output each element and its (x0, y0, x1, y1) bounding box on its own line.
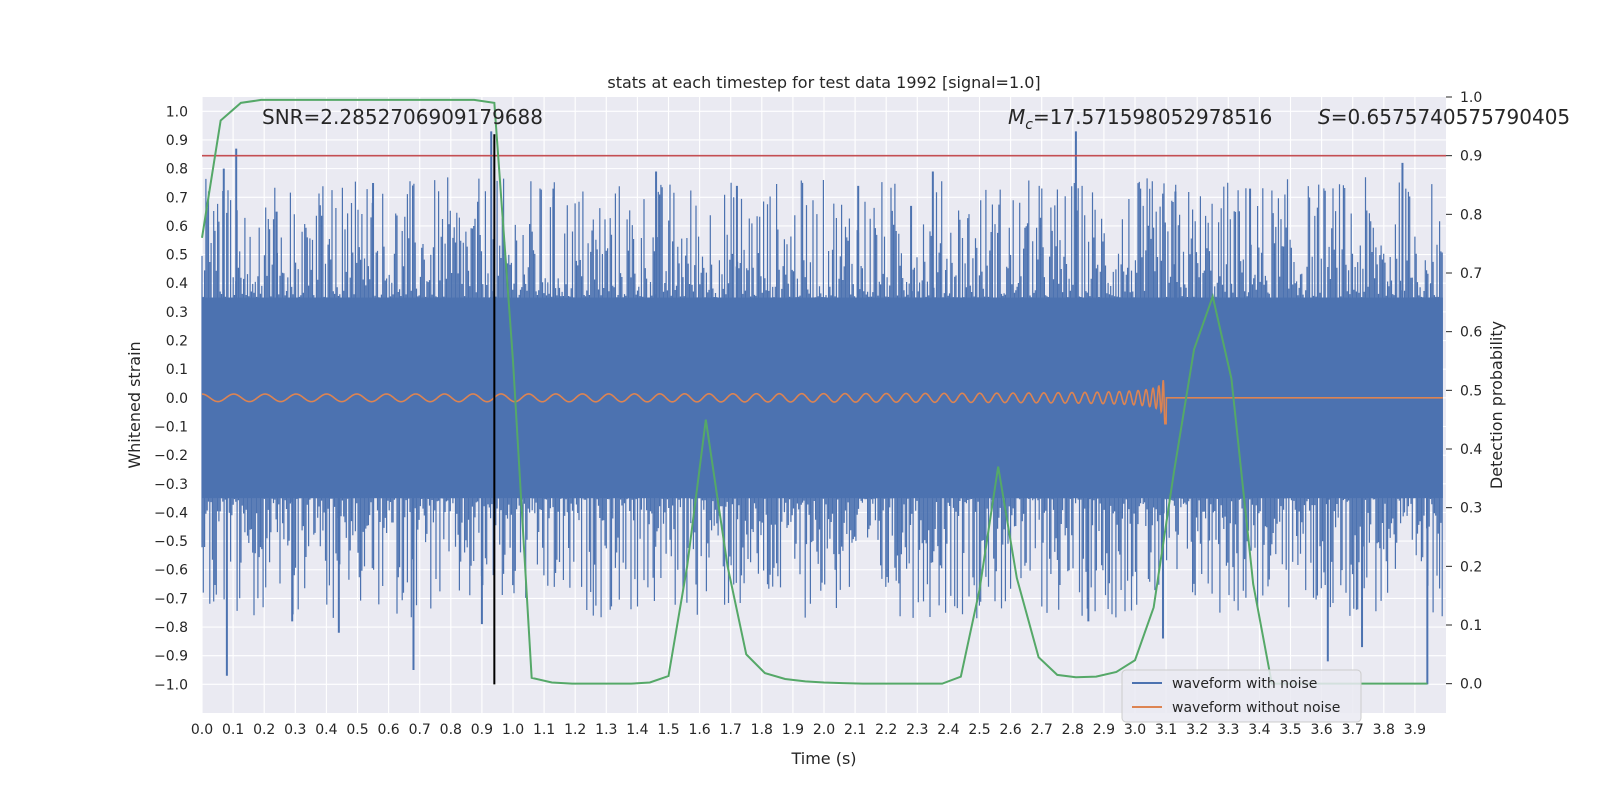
legend-label-clean: waveform without noise (1172, 700, 1340, 716)
s-value: =0.6575740575790405 (1331, 105, 1570, 129)
x-tick-label: 3.2 (1186, 722, 1208, 738)
x-tick-label: 2.8 (1062, 722, 1084, 738)
x-tick-label: 3.4 (1248, 722, 1270, 738)
x-tick-labels: 0.0 0.1 0.2 0.3 0.4 0.5 0.6 0.7 0.8 0.9 1.0 1.1 1.2 1… (191, 722, 1426, 738)
y-tick-label: 0.1 (166, 362, 188, 378)
y2-tick-labels: 0.0 0.1 0.2 0.3 0.4 0.5 0.6 0.7 0.8 0.9 1.0 (1446, 90, 1482, 693)
x-tick-label: 3.6 (1310, 722, 1332, 738)
legend-box (1121, 669, 1362, 723)
noise-texture-path (201, 177, 1443, 619)
snr-annotation: SNR=2.2852706909179688 (262, 105, 543, 129)
y-tick-labels: 1.0 0.9 0.8 0.7 0.6 0.5 0.4 0.3 0.2 0.1 0.0 −0.1 −0.… (154, 104, 188, 693)
y-tick-label: 0.0 (166, 391, 188, 407)
x-tick-label: 1.5 (657, 722, 679, 738)
x-tick-label: 3.3 (1217, 722, 1239, 738)
y2-tick-label: 0.3 (1460, 501, 1482, 517)
x-tick-label: 1.8 (751, 722, 773, 738)
y-tick-label: −0.2 (154, 448, 188, 464)
x-axis-label: Time (s) (790, 749, 856, 768)
x-tick-label: 2.6 (999, 722, 1021, 738)
x-tick-label: 0.4 (315, 722, 337, 738)
x-tick-label: 0.0 (191, 722, 213, 738)
y-tick-label: −0.6 (154, 563, 188, 579)
x-tick-label: 0.6 (377, 722, 399, 738)
x-tick-label: 0.3 (284, 722, 306, 738)
y2-tick-label: 0.8 (1460, 207, 1482, 223)
x-tick-label: 0.7 (409, 722, 431, 738)
x-tick-label: 0.8 (440, 722, 462, 738)
legend: waveform with noise waveform without noi… (1121, 669, 1362, 723)
x-tick-label: 1.6 (688, 722, 710, 738)
y-tick-label: −0.5 (154, 534, 188, 550)
y-axis-label: Whitened strain (125, 341, 144, 468)
mc-value: =17.571598052978516 (1033, 105, 1272, 129)
mc-annotation: Mc=17.571598052978516 (1008, 105, 1272, 133)
x-tick-label: 2.7 (1031, 722, 1053, 738)
noise-texture (201, 177, 1443, 619)
y2-tick-label: 0.9 (1460, 149, 1482, 165)
x-tick-label: 1.0 (502, 722, 524, 738)
y-tick-label: −0.3 (154, 477, 188, 493)
y-tick-label: −1.0 (154, 677, 188, 693)
series-detection-probability (201, 98, 1428, 685)
x-tick-label: 2.3 (906, 722, 928, 738)
x-tick-label: 2.9 (1093, 722, 1115, 738)
x-tick-label: 2.5 (968, 722, 990, 738)
x-tick-label: 3.1 (1155, 722, 1177, 738)
y-tick-label: 0.3 (166, 305, 188, 321)
series-waveform-without-noise (202, 380, 1443, 425)
y2-tick-label: 0.7 (1460, 266, 1482, 282)
x-tick-label: 3.9 (1404, 722, 1426, 738)
y2-axis-label: Detection probability (1487, 321, 1506, 489)
x-tick-label: 0.2 (253, 722, 275, 738)
y-tick-label: 0.6 (166, 219, 188, 235)
legend-label-noise: waveform with noise (1172, 676, 1317, 692)
x-tick-label: 1.4 (626, 722, 648, 738)
x-tick-label: 0.5 (346, 722, 368, 738)
y-tick-label: 0.7 (166, 190, 188, 206)
y-tick-label: 0.9 (166, 133, 188, 149)
x-tick-label: 1.7 (720, 722, 742, 738)
y-tick-label: 0.5 (166, 248, 188, 264)
s-annotation: S=0.6575740575790405 (1318, 105, 1570, 129)
y-tick-label: 0.2 (166, 334, 188, 350)
x-tick-label: 1.1 (533, 722, 555, 738)
x-tick-label: 3.7 (1342, 722, 1364, 738)
y-tick-label: −0.4 (154, 505, 188, 521)
x-tick-label: 3.8 (1373, 722, 1395, 738)
x-tick-label: 3.0 (1124, 722, 1146, 738)
y-tick-label: −0.9 (154, 649, 188, 665)
y-tick-label: −0.7 (154, 591, 188, 607)
y2-tick-label: 0.6 (1460, 325, 1482, 341)
y-tick-label: −0.8 (154, 620, 188, 636)
x-tick-label: 1.9 (782, 722, 804, 738)
y-tick-label: 0.4 (166, 276, 188, 292)
y-tick-label: −0.1 (154, 419, 188, 435)
x-tick-label: 0.1 (222, 722, 244, 738)
y2-tick-label: 0.0 (1460, 677, 1482, 693)
y-tick-label: 1.0 (166, 104, 188, 120)
y2-tick-label: 0.5 (1460, 383, 1482, 399)
y2-tick-label: 0.2 (1460, 559, 1482, 575)
x-tick-label: 1.2 (564, 722, 586, 738)
x-tick-label: 2.4 (937, 722, 959, 738)
chart-title: stats at each timestep for test data 199… (607, 73, 1040, 92)
y2-tick-label: 1.0 (1460, 90, 1482, 106)
x-tick-label: 0.9 (471, 722, 493, 738)
y-tick-label: 0.8 (166, 162, 188, 178)
x-tick-label: 2.0 (813, 722, 835, 738)
y2-tick-label: 0.1 (1460, 618, 1482, 634)
x-tick-label: 2.1 (844, 722, 866, 738)
x-tick-label: 1.3 (595, 722, 617, 738)
x-tick-label: 3.5 (1279, 722, 1301, 738)
y2-tick-label: 0.4 (1460, 442, 1482, 458)
x-tick-label: 2.2 (875, 722, 897, 738)
